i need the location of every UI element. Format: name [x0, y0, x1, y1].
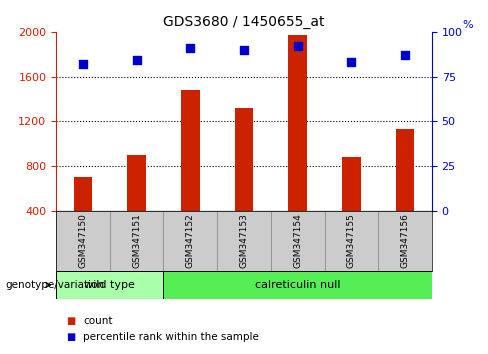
Point — [294, 43, 302, 49]
Point — [186, 45, 194, 51]
Text: GSM347151: GSM347151 — [132, 213, 141, 268]
Bar — [163, 211, 217, 271]
Bar — [110, 211, 163, 271]
Text: percentile rank within the sample: percentile rank within the sample — [83, 332, 259, 342]
Bar — [288, 35, 307, 255]
Text: GSM347154: GSM347154 — [293, 213, 302, 268]
Bar — [163, 271, 432, 299]
Point — [347, 59, 355, 65]
Bar — [235, 108, 253, 255]
Text: genotype/variation: genotype/variation — [5, 280, 104, 290]
Text: GSM347153: GSM347153 — [240, 213, 248, 268]
Bar — [342, 157, 361, 255]
Text: count: count — [83, 316, 112, 326]
Text: ■: ■ — [66, 316, 75, 326]
Bar — [74, 177, 92, 255]
Text: GSM347152: GSM347152 — [186, 213, 195, 268]
Point — [133, 58, 141, 63]
Point — [240, 47, 248, 53]
Point — [401, 52, 409, 58]
Text: GSM347150: GSM347150 — [79, 213, 87, 268]
Text: GSM347156: GSM347156 — [401, 213, 409, 268]
Bar — [56, 211, 110, 271]
Bar — [181, 90, 200, 255]
Bar — [56, 271, 163, 299]
Text: calreticulin null: calreticulin null — [255, 280, 341, 290]
Text: wild type: wild type — [84, 280, 135, 290]
Bar — [325, 211, 378, 271]
Title: GDS3680 / 1450655_at: GDS3680 / 1450655_at — [163, 16, 325, 29]
Bar — [396, 129, 414, 255]
Bar — [271, 211, 325, 271]
Text: GSM347155: GSM347155 — [347, 213, 356, 268]
Point — [79, 61, 87, 67]
Bar — [217, 211, 271, 271]
Bar — [127, 155, 146, 255]
Text: ■: ■ — [66, 332, 75, 342]
Bar — [378, 211, 432, 271]
Text: %: % — [462, 20, 472, 30]
